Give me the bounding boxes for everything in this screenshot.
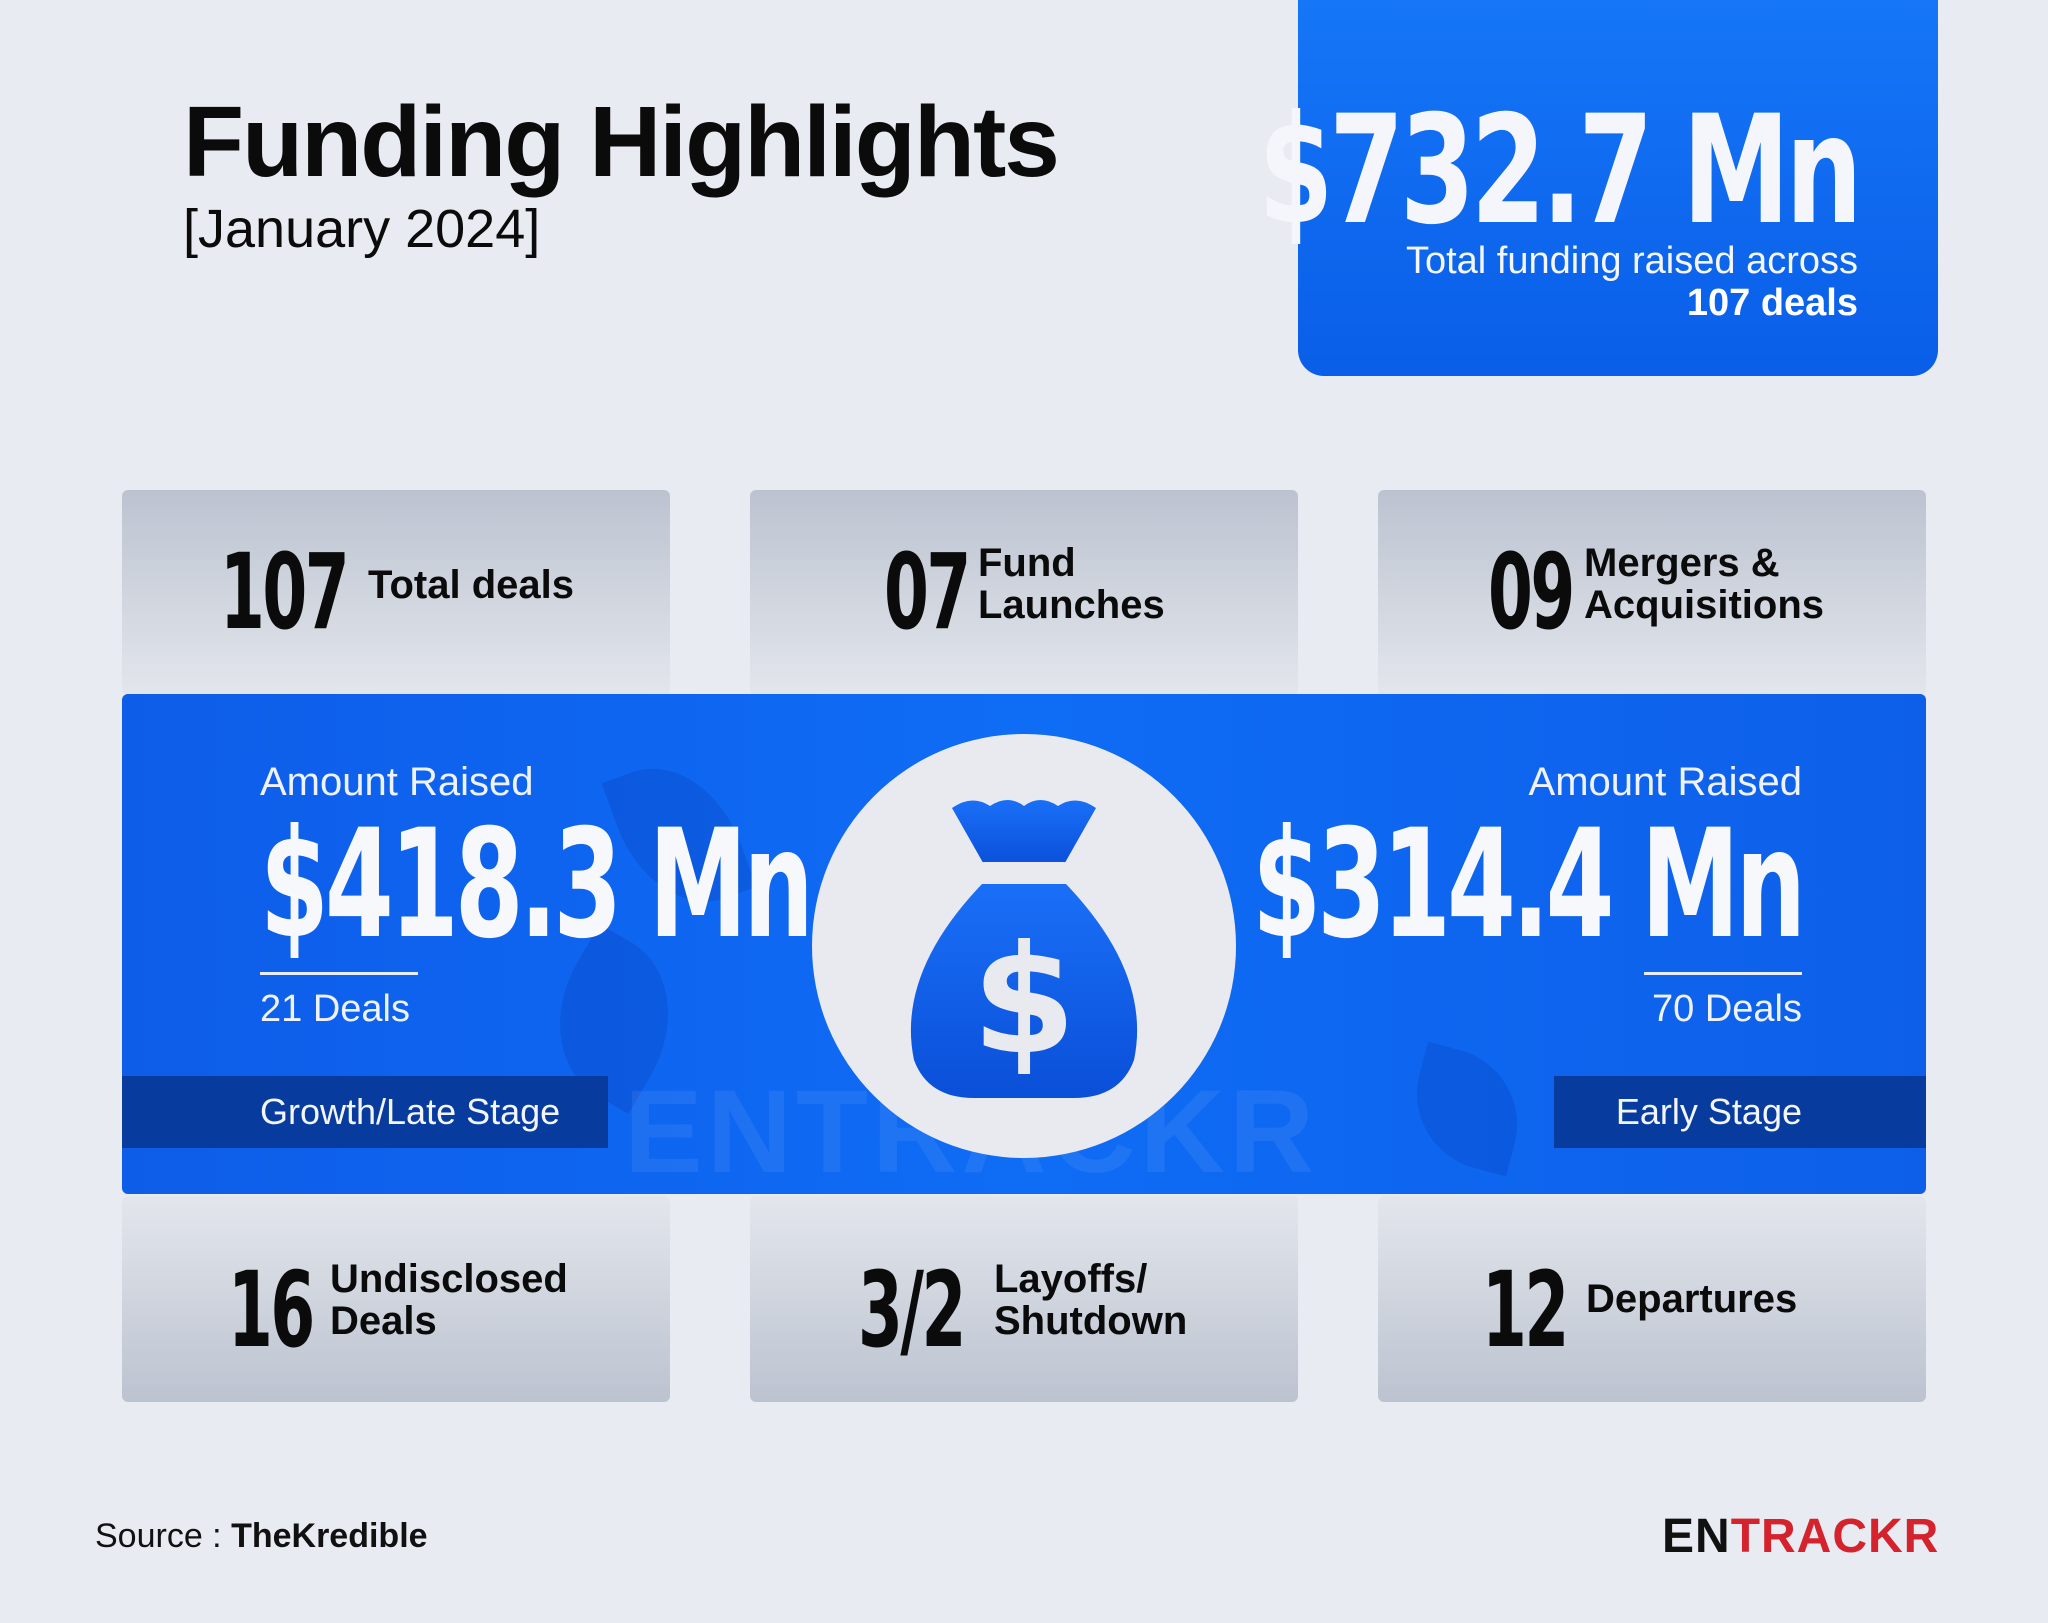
- funding-stage-band: ENTRACKR Amount Raised $418.3 Mn 21 Deal…: [122, 694, 1926, 1194]
- left-divider: [260, 972, 418, 975]
- money-bag-circle: $: [812, 734, 1236, 1158]
- page-subtitle: [January 2024]: [183, 199, 541, 259]
- stat-label: Departures: [1586, 1277, 1798, 1321]
- stat-label-line1: Fund: [978, 541, 1076, 585]
- total-funding-deals: 107 deals: [1686, 282, 1858, 324]
- stat-card-undisclosed-deals: 16 Undisclosed Deals: [122, 1196, 670, 1402]
- stat-card-layoffs: 3/2 Layoffs/ Shutdown: [750, 1196, 1298, 1402]
- stat-card-mergers: 09 Mergers & Acquisitions: [1378, 490, 1926, 696]
- stat-card-departures: 12 Departures: [1378, 1196, 1926, 1402]
- stat-card-total-deals: 107 Total deals: [122, 490, 670, 696]
- total-funding-description: Total funding raised across: [1405, 240, 1858, 282]
- stat-label-line2: Launches: [978, 583, 1165, 627]
- page-title: Funding Highlights: [183, 86, 1060, 198]
- stat-value: 07: [884, 531, 971, 653]
- source-prefix: Source :: [95, 1517, 232, 1555]
- stat-label-line2: Deals: [330, 1299, 437, 1343]
- stat-label-line1: Mergers &: [1584, 541, 1780, 585]
- brand-logo-part2: TRACKR: [1730, 1510, 1940, 1563]
- right-deal-count: 70 Deals: [1652, 988, 1802, 1030]
- total-funding-card: $732.7 Mn Total funding raised across 10…: [1258, 0, 1938, 376]
- source-name: TheKredible: [231, 1517, 428, 1555]
- right-stage-tag: Early Stage: [1554, 1076, 1926, 1148]
- left-amount-value: $418.3 Mn: [260, 798, 814, 972]
- stat-value: 16: [228, 1249, 315, 1371]
- brand-logo-part1: EN: [1662, 1510, 1731, 1563]
- stat-label: Total deals: [368, 563, 574, 607]
- right-divider: [1644, 972, 1802, 975]
- left-deal-count: 21 Deals: [260, 988, 410, 1030]
- stat-card-fund-launches: 07 Fund Launches: [750, 490, 1298, 696]
- svg-text:$: $: [972, 914, 1076, 1088]
- stat-label-line2: Shutdown: [994, 1299, 1188, 1343]
- left-amount-label: Amount Raised: [260, 760, 534, 804]
- money-bag-icon: $: [910, 800, 1138, 1098]
- stat-label-line1: Layoffs/: [994, 1257, 1148, 1301]
- stat-value: 12: [1482, 1249, 1569, 1371]
- stat-label: Undisclosed Deals: [330, 1258, 568, 1342]
- right-amount-label: Amount Raised: [1528, 760, 1802, 804]
- stat-label: Mergers & Acquisitions: [1584, 542, 1824, 626]
- left-stage-tag: Growth/Late Stage: [122, 1076, 608, 1148]
- total-funding-amount: $732.7 Mn: [1258, 84, 1862, 258]
- stat-label-line2: Acquisitions: [1584, 583, 1825, 627]
- right-amount-value: $314.4 Mn: [1252, 798, 1806, 972]
- stat-value: 3/2: [858, 1249, 966, 1371]
- source-credit: Source : TheKredible: [95, 1519, 428, 1553]
- stat-label: Fund Launches: [978, 542, 1165, 626]
- stat-value: 09: [1488, 531, 1575, 653]
- leaf-decoration: [1399, 1041, 1535, 1177]
- stat-label: Layoffs/ Shutdown: [994, 1258, 1187, 1342]
- stat-value: 107: [220, 531, 350, 653]
- brand-logo: ENTRACKR: [1662, 1513, 1939, 1561]
- stat-label-line1: Undisclosed: [330, 1257, 568, 1301]
